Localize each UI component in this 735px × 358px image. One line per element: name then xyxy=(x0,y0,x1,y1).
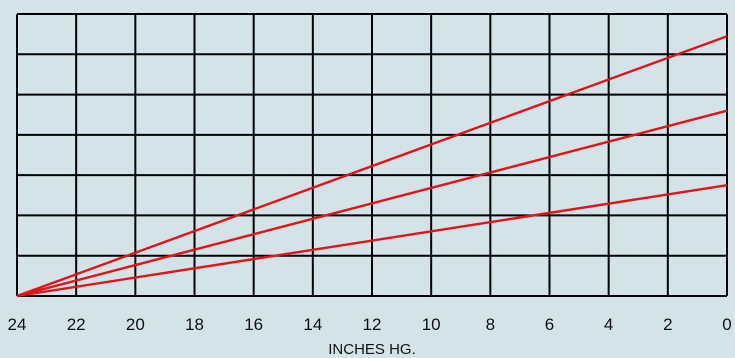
series-lines xyxy=(16,35,728,298)
vertical-gridlines xyxy=(16,14,728,296)
x-tick-label: 24 xyxy=(8,315,27,334)
x-tick-label: 14 xyxy=(303,315,322,334)
x-tick-label: 6 xyxy=(545,315,554,334)
x-axis-title: INCHES HG. xyxy=(328,341,416,358)
x-tick-label: 20 xyxy=(126,315,145,334)
series-line-3 xyxy=(16,184,728,298)
x-tick-label: 12 xyxy=(363,315,382,334)
x-tick-label: 10 xyxy=(422,315,441,334)
x-tick-label: 16 xyxy=(244,315,263,334)
x-tick-labels: 24 22 20 18 16 14 12 10 8 6 4 2 0 xyxy=(8,315,732,334)
x-tick-label: 22 xyxy=(67,315,86,334)
series-line-2 xyxy=(16,109,728,298)
x-tick-label: 4 xyxy=(604,315,613,334)
x-tick-label: 0 xyxy=(722,315,731,334)
x-tick-label: 2 xyxy=(663,315,672,334)
series-line-1 xyxy=(16,35,728,298)
x-tick-label: 18 xyxy=(185,315,204,334)
x-tick-label: 8 xyxy=(486,315,495,334)
